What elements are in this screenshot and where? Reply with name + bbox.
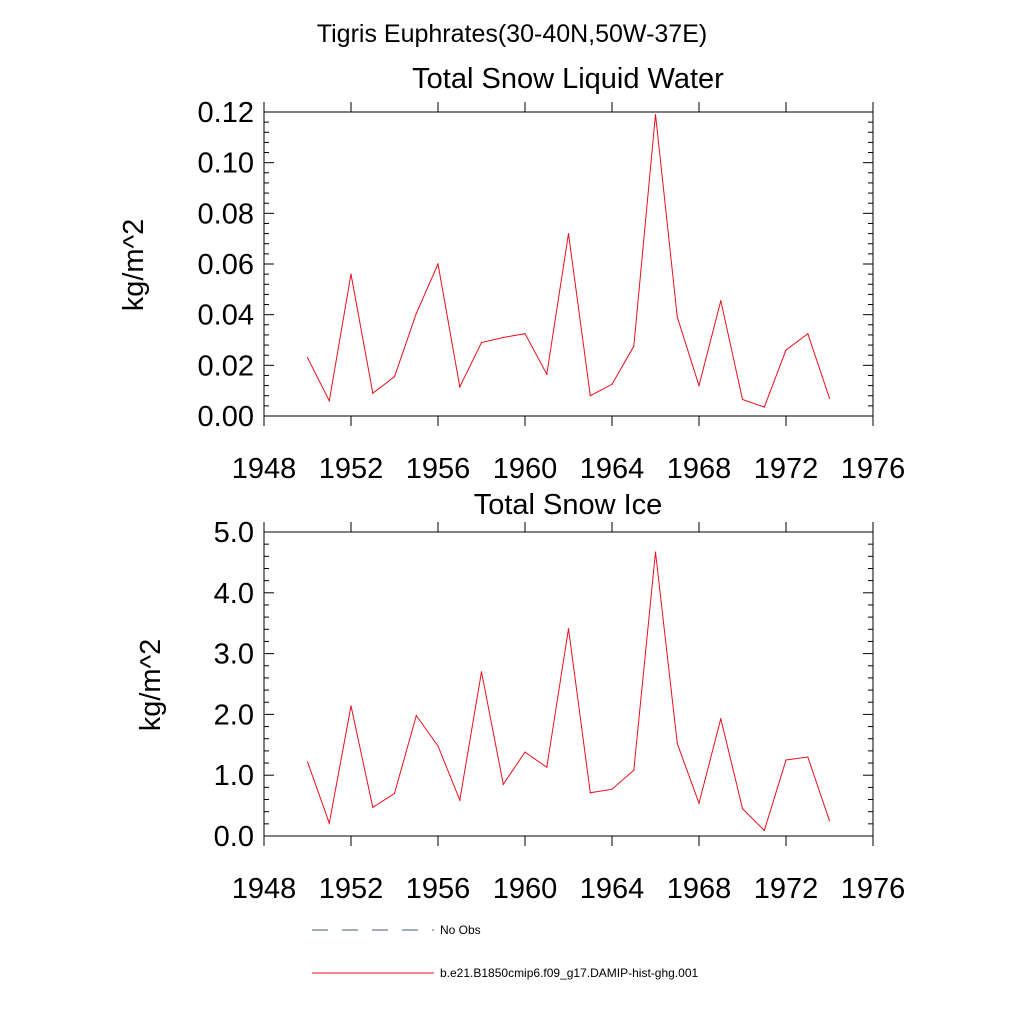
data-point xyxy=(328,400,330,402)
data-point xyxy=(437,745,439,747)
data-point xyxy=(372,392,374,394)
data-point xyxy=(350,705,352,707)
series-line xyxy=(307,552,830,832)
data-point xyxy=(720,300,722,302)
data-point xyxy=(567,628,570,630)
data-point xyxy=(807,333,809,335)
x-tick-label: 1968 xyxy=(667,873,732,905)
data-point xyxy=(741,398,744,401)
y-tick-label: 2.0 xyxy=(214,699,254,731)
data-point xyxy=(480,671,483,673)
data-point xyxy=(741,808,744,810)
data-point xyxy=(720,718,722,720)
chart-title: Total Snow Liquid Water xyxy=(412,63,724,95)
y-tick-label: 0.04 xyxy=(198,300,254,332)
data-point xyxy=(306,357,309,359)
x-tick-label: 1976 xyxy=(841,873,906,905)
legend-label-no-obs: No Obs xyxy=(440,923,481,937)
data-point xyxy=(524,333,526,335)
data-point xyxy=(350,273,352,275)
data-point xyxy=(567,233,570,235)
y-tick-label: 0.10 xyxy=(198,148,254,180)
y-tick-label: 4.0 xyxy=(214,578,254,610)
data-point xyxy=(828,397,831,399)
data-point xyxy=(763,406,765,408)
x-tick-label: 1952 xyxy=(319,873,384,905)
data-point xyxy=(611,788,613,790)
y-tick-label: 0.02 xyxy=(198,350,254,382)
x-tick-label: 1960 xyxy=(493,453,558,485)
y-axis-label: kg/m^2 xyxy=(135,639,167,732)
plot-axes: 0.00 0.02 0.04 0.06 0.08 0.10 0.12 1948 1952 1956… xyxy=(198,97,906,485)
y-tick-label: 0.12 xyxy=(198,97,254,129)
figure-suptitle: Tigris Euphrates(30-40N,50W-37E) xyxy=(317,20,707,48)
y-axis-label: kg/m^2 xyxy=(118,219,150,312)
y-tick-label: 0.0 xyxy=(214,821,254,853)
x-tick-label: 1964 xyxy=(580,873,645,905)
data-point xyxy=(698,802,700,804)
data-point xyxy=(589,792,591,794)
data-point xyxy=(415,715,417,717)
data-point xyxy=(676,316,678,318)
data-point xyxy=(328,822,330,824)
data-point xyxy=(828,820,831,822)
data-point xyxy=(502,783,504,785)
data-point xyxy=(480,341,483,344)
data-point xyxy=(437,263,439,265)
chart-panel-snow-liquid-water: Total Snow Liquid Water kg/m^2 0.000.020… xyxy=(118,63,905,485)
series-line xyxy=(307,114,830,408)
data-point xyxy=(676,742,678,745)
chart-title: Total Snow Ice xyxy=(474,489,663,521)
data-point xyxy=(459,386,461,388)
data-point xyxy=(785,759,787,761)
plot-axes: 0.0 1.0 2.0 3.0 4.0 5.0 1948 1952 1956 1960 1964 19… xyxy=(214,517,906,905)
data-point xyxy=(546,766,548,768)
data-point xyxy=(502,336,504,339)
data-point xyxy=(807,756,809,758)
data-point xyxy=(372,806,374,809)
x-tick-label: 1956 xyxy=(406,453,471,485)
data-point xyxy=(546,373,548,375)
x-tick-label: 1964 xyxy=(580,453,645,485)
x-tick-label: 1972 xyxy=(754,453,819,485)
x-tick-label: 1948 xyxy=(232,873,297,905)
x-tick-label: 1960 xyxy=(493,873,558,905)
y-tick-label: 1.0 xyxy=(214,760,254,792)
data-point xyxy=(763,829,765,832)
data-point xyxy=(633,769,635,771)
data-point xyxy=(459,799,461,801)
x-tick-label: 1956 xyxy=(406,873,471,905)
legend-label-model: b.e21.B1850cmip6.f09_g17.DAMIP-hist-ghg.… xyxy=(440,966,698,980)
data-point xyxy=(654,113,657,116)
data-point xyxy=(785,349,787,351)
x-tick-label: 1968 xyxy=(667,453,732,485)
x-tick-label: 1976 xyxy=(841,453,906,485)
plot-frame xyxy=(263,531,874,837)
x-tick-label: 1948 xyxy=(232,453,297,485)
data-point xyxy=(306,761,309,763)
data-point xyxy=(415,312,417,314)
y-tick-label: 0.06 xyxy=(198,249,254,281)
data-point xyxy=(524,751,526,753)
data-point xyxy=(654,551,657,553)
data-point xyxy=(611,383,613,385)
x-tick-label: 1972 xyxy=(754,873,819,905)
data-point xyxy=(393,792,396,795)
y-tick-label: 5.0 xyxy=(214,517,254,549)
data-point xyxy=(589,395,591,397)
y-tick-label: 0.08 xyxy=(198,198,254,230)
chart-panel-snow-ice: Total Snow Ice kg/m^2 0.0 1.0 2.0 3.0 4.0 5.0… xyxy=(135,489,905,905)
y-tick-label: 0.00 xyxy=(198,401,254,433)
data-point xyxy=(633,345,635,347)
plot-frame xyxy=(263,111,874,417)
x-tick-label: 1952 xyxy=(319,453,384,485)
data-point xyxy=(698,385,700,387)
data-point xyxy=(393,376,396,378)
y-tick-label: 3.0 xyxy=(214,639,254,671)
legend: No Obs b.e21.B1850cmip6.f09_g17.DAMIP-hi… xyxy=(312,923,698,980)
